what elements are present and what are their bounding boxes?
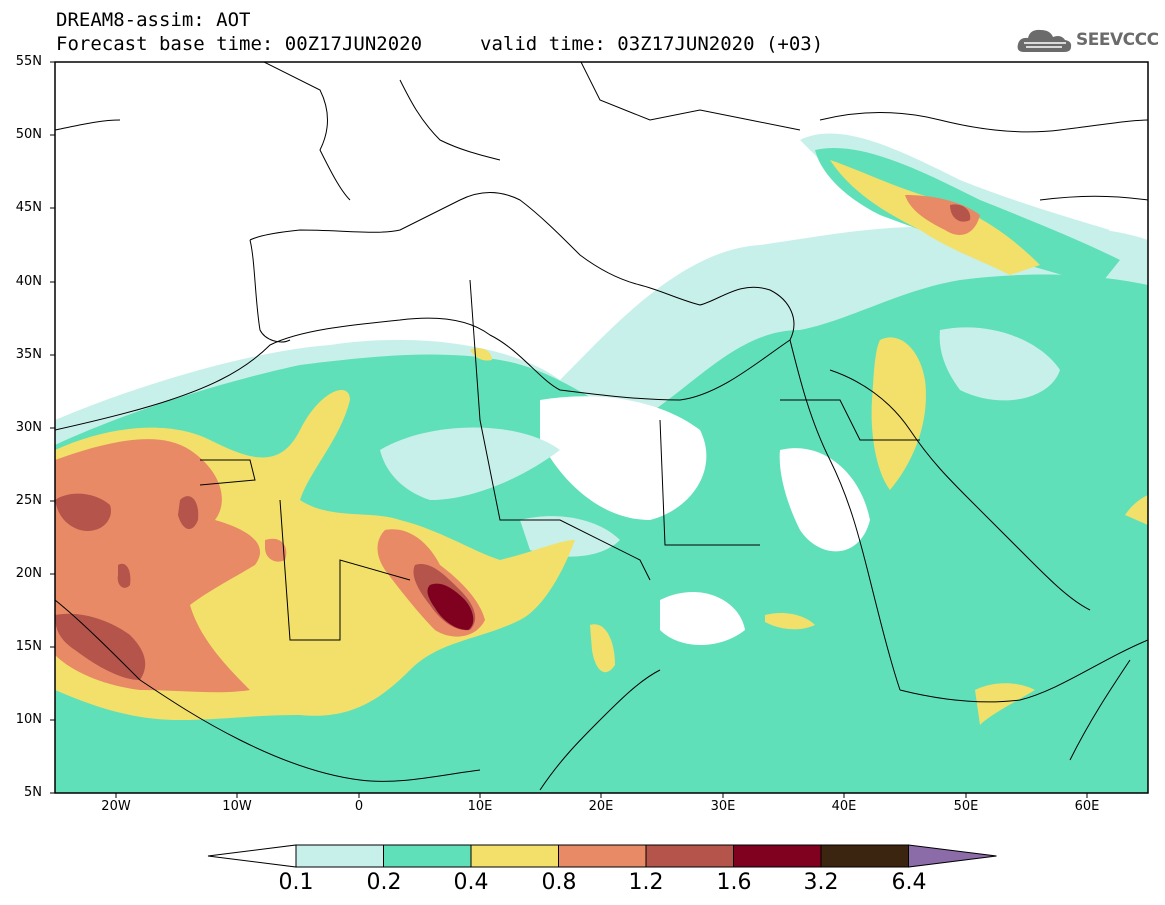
lon-label: 20W xyxy=(101,799,131,814)
legend-label: 0.4 xyxy=(453,870,489,895)
legend-label: 1.2 xyxy=(628,870,664,895)
legend-label: 0.2 xyxy=(366,870,402,895)
forecast-base-time: Forecast base time: 00Z17JUN2020 xyxy=(56,33,423,55)
lon-label: 10E xyxy=(467,799,493,814)
valid-time: valid time: 03Z17JUN2020 (+03) xyxy=(480,33,824,55)
lon-label: 50E xyxy=(953,799,979,814)
lon-label: 0 xyxy=(354,799,364,814)
lon-label: 40E xyxy=(831,799,857,814)
lat-label: 55N xyxy=(15,54,42,69)
aot-band-0.1-inner xyxy=(380,327,1060,557)
legend-label: 0.8 xyxy=(541,870,577,895)
coastlines xyxy=(55,62,1148,791)
map-title: DREAM8-assim: AOT xyxy=(56,9,251,31)
lat-label: 45N xyxy=(15,200,42,215)
aot-band-1.6 xyxy=(427,583,474,630)
legend-label: 6.4 xyxy=(891,870,927,895)
lat-label: 5N xyxy=(24,785,42,800)
lon-label: 60E xyxy=(1074,799,1100,814)
seevccc-logo: SEEVCCC xyxy=(1016,26,1159,56)
legend-label: 3.2 xyxy=(803,870,839,895)
lon-label: 20E xyxy=(588,799,614,814)
lat-label: 30N xyxy=(15,420,42,435)
cloud-icon xyxy=(1017,29,1072,52)
lat-label: 15N xyxy=(15,639,42,654)
lat-label: 10N xyxy=(15,712,42,727)
lat-label: 40N xyxy=(15,274,42,289)
lat-label: 50N xyxy=(15,127,42,142)
lat-label: 35N xyxy=(15,347,42,362)
axis-ticks xyxy=(50,61,1088,798)
lat-label: 20N xyxy=(15,566,42,581)
lat-label: 25N xyxy=(15,493,42,508)
logo-text: SEEVCCC xyxy=(1076,30,1159,50)
legend-label: 1.6 xyxy=(716,870,752,895)
lon-label: 10W xyxy=(222,799,252,814)
lon-label: 30E xyxy=(710,799,736,814)
legend-label: 0.1 xyxy=(278,870,314,895)
aot-low-areas xyxy=(540,396,870,645)
